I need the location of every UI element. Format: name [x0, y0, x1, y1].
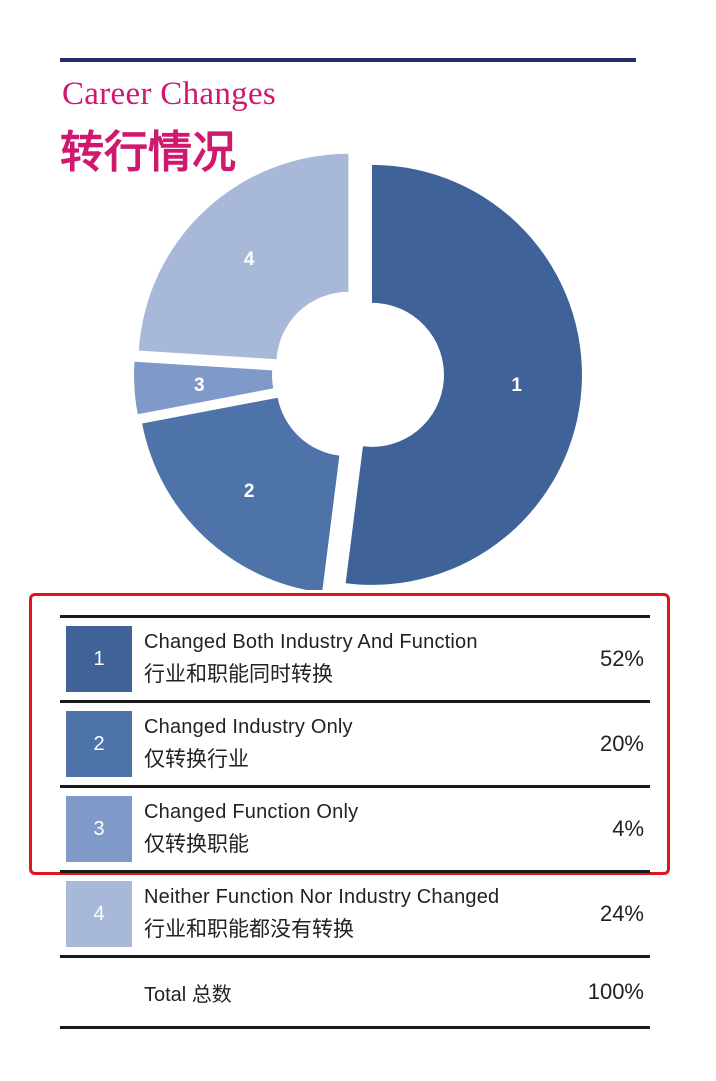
legend-label-zh-2: 仅转换行业	[144, 746, 249, 771]
donut-slice-2	[142, 397, 340, 590]
legend-swatch-3: 3	[66, 796, 132, 862]
legend-percent-4: 24%	[599, 901, 644, 926]
legend-label-zh-3: 仅转换职能	[144, 831, 249, 856]
legend-row-1: 1 Changed Both Industry And Function 行业和…	[60, 618, 650, 703]
donut-label-4: 4	[244, 249, 255, 270]
legend-label-en-3: Changed Function Only	[144, 800, 359, 823]
legend-swatch-4: 4	[66, 881, 132, 947]
highlight-box	[29, 593, 670, 875]
top-rule	[60, 58, 636, 62]
total-label-en: Total	[144, 983, 187, 1006]
donut-chart: 1 2 3 4	[134, 153, 582, 590]
legend-label-en-2: Changed Industry Only	[144, 715, 353, 738]
title-english: Career Changes	[62, 76, 277, 112]
legend-row-4: 4 Neither Function Nor Industry Changed …	[60, 873, 650, 958]
legend-percent-2: 20%	[599, 731, 644, 756]
title-chinese: 转行情况	[60, 127, 236, 178]
legend-swatch-1: 1	[66, 626, 132, 692]
legend-row-3: 3 Changed Function Only 仅转换职能 4%	[60, 788, 650, 873]
legend-percent-1: 52%	[599, 646, 644, 671]
donut-label-1: 1	[511, 375, 522, 396]
donut-slice-3	[134, 361, 274, 415]
legend-row-2: 2 Changed Industry Only 仅转换行业 20%	[60, 703, 650, 788]
donut-slice-4	[138, 153, 349, 360]
legend-label-en-1: Changed Both Industry And Function	[144, 630, 478, 653]
donut-label-2: 2	[244, 481, 255, 502]
legend-label-zh-4: 行业和职能都没有转换	[144, 916, 354, 941]
legend-top-rule	[60, 615, 650, 618]
legend-label-en-4: Neither Function Nor Industry Changed	[144, 885, 500, 908]
legend-percent-3: 4%	[612, 816, 644, 841]
total-label-zh: 总数	[191, 981, 232, 1006]
legend-label-zh-1: 行业和职能同时转换	[144, 661, 333, 686]
total-row: Total 总数 100%	[60, 958, 650, 1029]
donut-label-3: 3	[194, 375, 205, 396]
donut-slice-1	[345, 164, 582, 585]
legend-table: 1 Changed Both Industry And Function 行业和…	[60, 615, 650, 1029]
total-percent: 100%	[587, 979, 644, 1004]
legend-swatch-2: 2	[66, 711, 132, 777]
